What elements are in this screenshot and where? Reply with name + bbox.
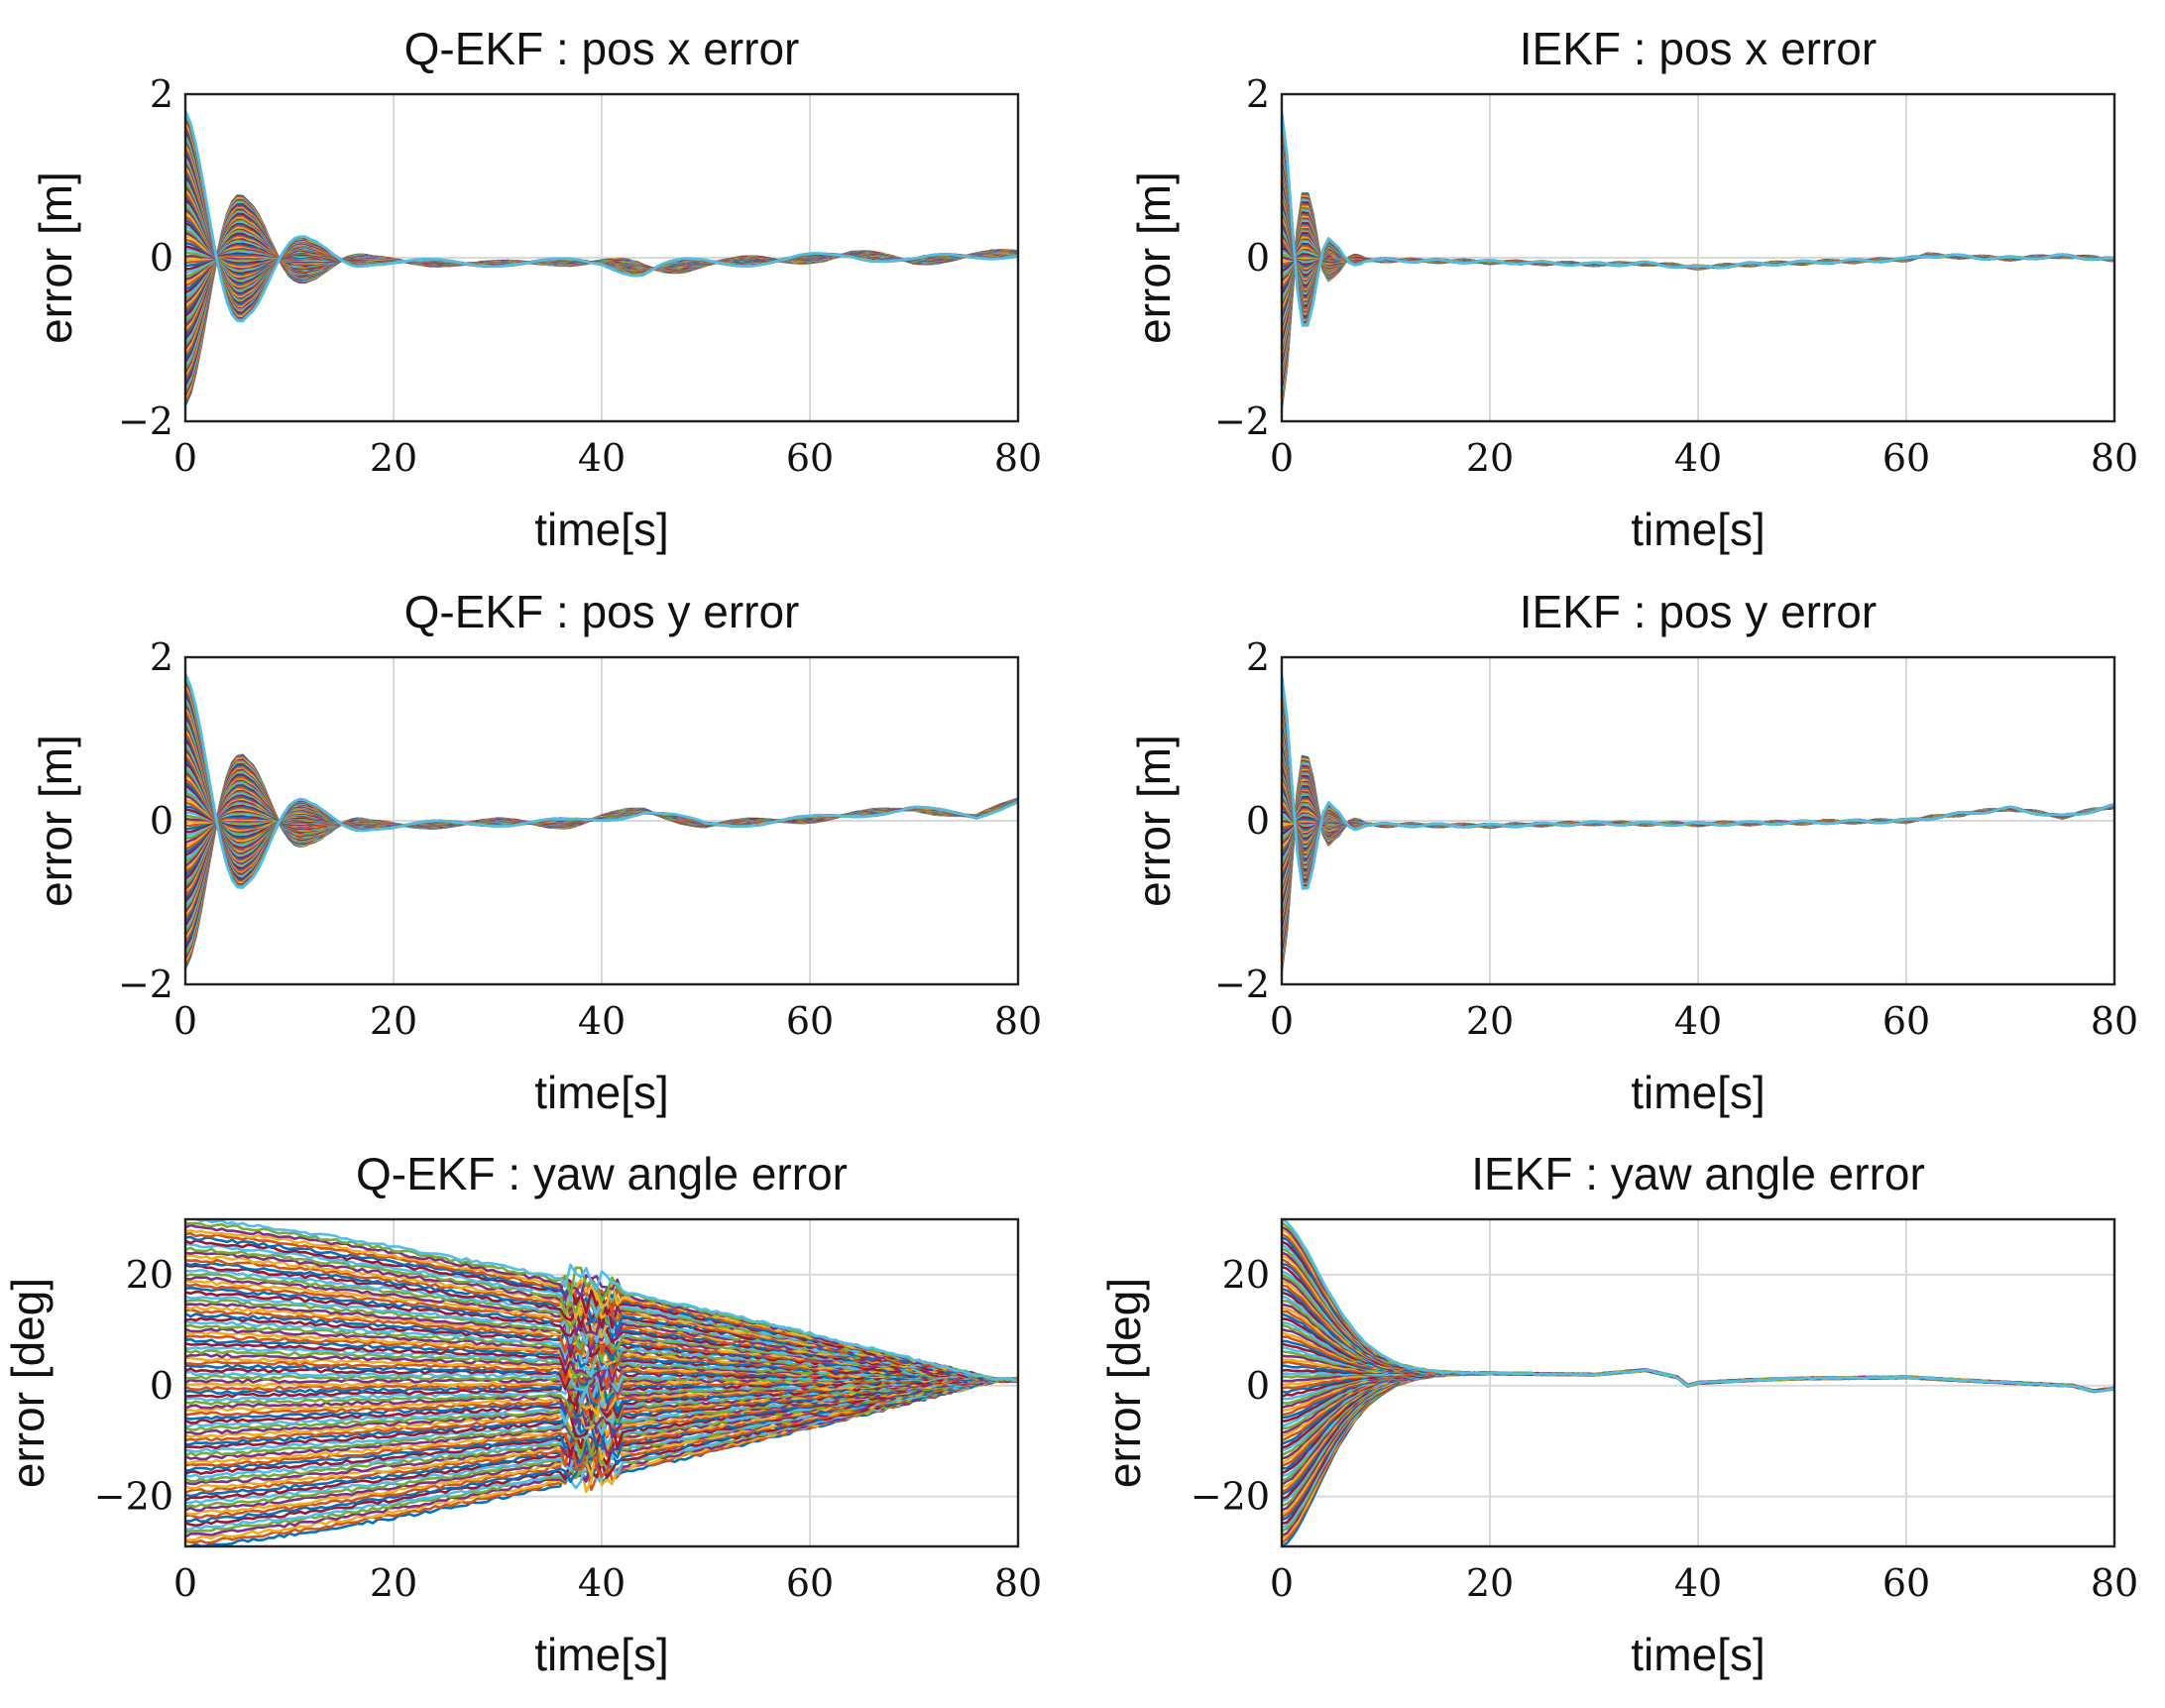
y-tick-label: −20 bbox=[94, 1475, 173, 1519]
y-axis-label: error [m] bbox=[1128, 171, 1180, 344]
x-tick-label: 40 bbox=[1674, 1561, 1722, 1605]
series-line bbox=[1282, 674, 2114, 890]
series-group bbox=[185, 1219, 1018, 1546]
plot-frame bbox=[183, 655, 1020, 986]
series-line bbox=[185, 110, 1018, 323]
x-axis-label: time[s] bbox=[1631, 1629, 1765, 1680]
x-tick-label: 20 bbox=[1466, 1561, 1514, 1605]
y-tick-label: 2 bbox=[150, 635, 173, 679]
x-tick-label: 20 bbox=[1466, 999, 1514, 1043]
x-tick-label: 20 bbox=[370, 436, 417, 480]
y-axis-label: error [deg] bbox=[1098, 1278, 1150, 1488]
x-tick-label: 80 bbox=[2091, 1561, 2138, 1605]
y-tick-label: −2 bbox=[1214, 399, 1270, 443]
series-line bbox=[185, 1219, 1018, 1383]
y-axis-label: error [m] bbox=[30, 171, 81, 344]
x-tick-label: 0 bbox=[173, 999, 197, 1043]
y-tick-label: −2 bbox=[118, 399, 173, 443]
plot-frame bbox=[1280, 92, 2116, 423]
plot-frame bbox=[1280, 655, 2116, 986]
x-tick-label: 60 bbox=[786, 1561, 834, 1605]
x-tick-label: 60 bbox=[1882, 999, 1930, 1043]
x-tick-label: 0 bbox=[173, 1561, 197, 1605]
x-axis-label: time[s] bbox=[1631, 1067, 1765, 1118]
series-group bbox=[1282, 674, 2114, 970]
chart-title: Q-EKF : yaw angle error bbox=[356, 1148, 848, 1199]
plot-frame bbox=[1280, 1217, 2116, 1548]
x-tick-label: 20 bbox=[1466, 436, 1514, 480]
y-axis-label: error [deg] bbox=[2, 1278, 54, 1488]
y-tick-label: 0 bbox=[150, 236, 173, 280]
plot-frame bbox=[183, 92, 1020, 423]
y-tick-label: 0 bbox=[150, 799, 173, 843]
series-line bbox=[185, 1221, 1018, 1383]
x-tick-label: 60 bbox=[1882, 436, 1930, 480]
y-axis-label: error [m] bbox=[30, 735, 81, 907]
series-group bbox=[1282, 111, 2114, 407]
y-axis-label: error [m] bbox=[1128, 735, 1180, 907]
y-tick-label: 20 bbox=[1222, 1253, 1270, 1297]
y-tick-label: 2 bbox=[1246, 72, 1270, 116]
series-line bbox=[1282, 111, 2114, 327]
chart-title: IEKF : pos x error bbox=[1520, 23, 1877, 74]
series-line bbox=[185, 1229, 1018, 1383]
chart-title: IEKF : pos y error bbox=[1520, 586, 1877, 637]
series-line bbox=[185, 1302, 1018, 1383]
chart-title: Q-EKF : pos x error bbox=[404, 23, 800, 74]
series-group bbox=[185, 673, 1018, 969]
x-tick-label: 60 bbox=[1882, 1561, 1930, 1605]
x-tick-label: 0 bbox=[1270, 1561, 1294, 1605]
series-line bbox=[1282, 1219, 2114, 1393]
series-group bbox=[1282, 1219, 2114, 1546]
y-tick-label: −20 bbox=[1191, 1475, 1270, 1519]
plot-frame bbox=[183, 1217, 1020, 1548]
x-tick-label: 60 bbox=[786, 999, 834, 1043]
x-tick-label: 40 bbox=[578, 436, 626, 480]
chart-title: Q-EKF : pos y error bbox=[404, 586, 800, 637]
x-tick-label: 40 bbox=[1674, 999, 1722, 1043]
series-line bbox=[185, 1264, 1018, 1383]
x-axis-label: time[s] bbox=[1631, 504, 1765, 555]
series-line bbox=[185, 1358, 1018, 1392]
chart-title: IEKF : yaw angle error bbox=[1471, 1148, 1925, 1199]
x-tick-label: 80 bbox=[2091, 999, 2138, 1043]
x-tick-label: 40 bbox=[578, 999, 626, 1043]
x-tick-label: 40 bbox=[1674, 436, 1722, 480]
y-tick-label: 0 bbox=[1246, 236, 1270, 280]
y-tick-label: −2 bbox=[118, 963, 173, 1006]
x-tick-label: 80 bbox=[2091, 436, 2138, 480]
y-tick-label: 0 bbox=[1246, 1364, 1270, 1408]
y-tick-label: 0 bbox=[1246, 799, 1270, 843]
x-tick-label: 80 bbox=[994, 436, 1042, 480]
y-tick-label: 20 bbox=[126, 1253, 173, 1297]
x-tick-label: 20 bbox=[370, 1561, 417, 1605]
y-tick-label: 0 bbox=[150, 1364, 173, 1408]
x-axis-label: time[s] bbox=[534, 1629, 668, 1680]
series-line bbox=[185, 673, 1018, 889]
y-tick-label: 2 bbox=[1246, 635, 1270, 679]
series-group bbox=[185, 110, 1018, 405]
x-tick-label: 80 bbox=[994, 1561, 1042, 1605]
x-tick-label: 0 bbox=[1270, 436, 1294, 480]
x-axis-label: time[s] bbox=[534, 1067, 668, 1118]
y-tick-label: 2 bbox=[150, 72, 173, 116]
x-tick-label: 60 bbox=[786, 436, 834, 480]
x-tick-label: 0 bbox=[173, 436, 197, 480]
x-tick-label: 20 bbox=[370, 999, 417, 1043]
x-tick-label: 80 bbox=[994, 999, 1042, 1043]
x-tick-label: 0 bbox=[1270, 999, 1294, 1043]
y-tick-label: −2 bbox=[1214, 963, 1270, 1006]
x-tick-label: 40 bbox=[578, 1561, 626, 1605]
grid bbox=[1281, 656, 2115, 985]
x-axis-label: time[s] bbox=[534, 504, 668, 555]
